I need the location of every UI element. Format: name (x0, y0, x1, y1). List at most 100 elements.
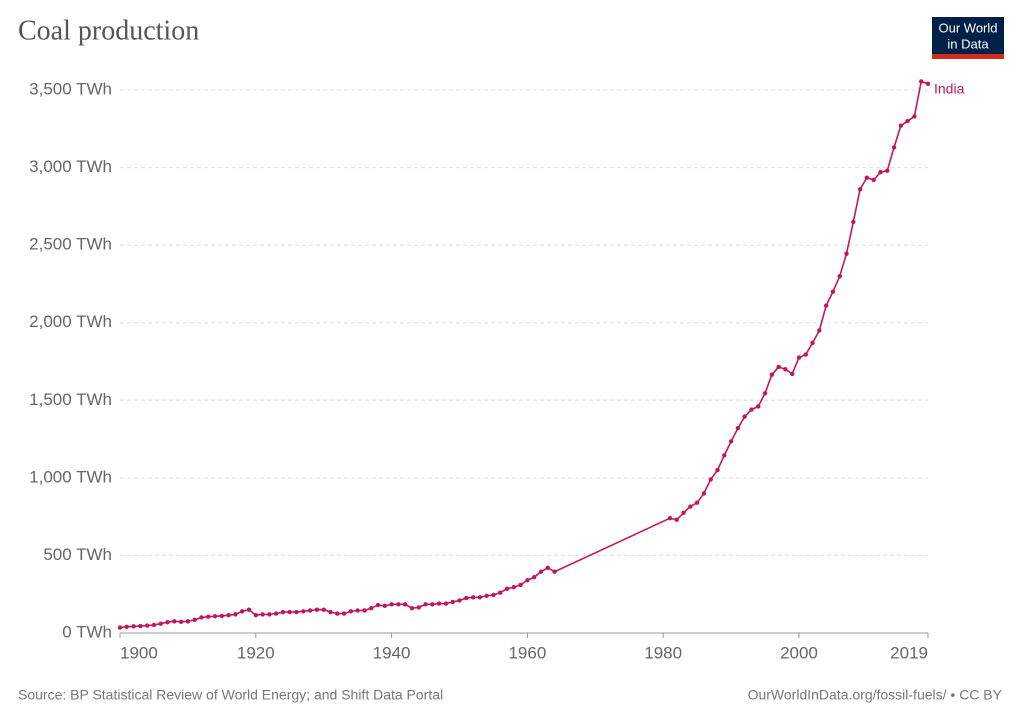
point (851, 219, 856, 225)
point (117, 625, 123, 630)
point (762, 391, 768, 396)
point (131, 624, 136, 629)
point (857, 187, 863, 192)
point (905, 118, 910, 124)
logo-text: in Data (947, 36, 989, 51)
point (219, 613, 225, 619)
point (212, 614, 218, 619)
point (756, 404, 761, 409)
point (864, 175, 870, 180)
point (470, 595, 476, 600)
point (790, 371, 795, 377)
y-tick-label: 1,000 TWh (29, 467, 112, 486)
point (919, 79, 924, 84)
point (925, 81, 931, 86)
point (674, 517, 679, 522)
point (844, 251, 849, 256)
point (545, 565, 550, 571)
point (552, 569, 557, 574)
x-tick-label: 2019 (890, 643, 928, 662)
x-tick-label: 1980 (644, 643, 682, 662)
point (477, 595, 483, 600)
point (144, 623, 150, 628)
point (912, 114, 917, 119)
point (402, 602, 408, 607)
point (708, 477, 713, 482)
credit: OurWorldInData.org/fossil-fuels/ • CC BY (748, 687, 1003, 703)
point (158, 621, 163, 626)
point (348, 609, 354, 614)
point (796, 355, 802, 360)
point (871, 177, 876, 183)
chart-title: Coal production (18, 15, 199, 46)
point (742, 414, 747, 419)
point (715, 467, 720, 473)
point (810, 340, 815, 346)
point (267, 612, 272, 617)
source: Source: BP Statistical Review of World E… (18, 687, 443, 703)
point (464, 595, 469, 601)
point (124, 624, 129, 629)
point (681, 510, 686, 515)
point (206, 614, 211, 619)
point (511, 585, 517, 590)
point (375, 602, 381, 608)
point (301, 609, 306, 614)
point (287, 609, 292, 615)
point (430, 602, 435, 607)
point (314, 607, 320, 612)
point (823, 303, 829, 308)
y-tick-label: 3,000 TWh (29, 157, 112, 176)
y-tick-label: 0 TWh (62, 622, 112, 641)
point (355, 608, 360, 613)
x-tick-label: 1900 (120, 643, 158, 662)
y-tick-label: 2,000 TWh (29, 312, 112, 331)
point (817, 328, 822, 333)
point (409, 605, 415, 611)
point (694, 500, 700, 505)
x-tick-label: 2000 (780, 643, 818, 662)
x-tick-label: 1920 (237, 643, 275, 662)
point (240, 609, 245, 614)
point (253, 612, 258, 618)
point (783, 367, 788, 372)
point (878, 170, 883, 175)
point (321, 607, 326, 612)
point (362, 608, 367, 613)
point (525, 578, 530, 583)
point (423, 602, 428, 607)
point (307, 608, 313, 613)
point (294, 609, 299, 615)
y-tick-label: 2,500 TWh (29, 235, 112, 254)
point (518, 582, 523, 588)
point (172, 619, 177, 624)
point (722, 453, 727, 458)
point (688, 504, 693, 509)
point (416, 605, 421, 610)
point (151, 622, 157, 628)
point (328, 609, 333, 615)
logo: Our World in Data (932, 17, 1004, 59)
point (436, 601, 442, 606)
point (701, 491, 707, 496)
x-tick-label: 1940 (373, 643, 411, 662)
point (389, 602, 394, 607)
point (450, 599, 455, 605)
point (280, 609, 286, 615)
point (749, 407, 754, 412)
point (531, 574, 537, 580)
point (233, 612, 238, 617)
point (341, 611, 347, 616)
point (226, 612, 231, 618)
point (803, 352, 808, 357)
point (273, 611, 279, 616)
point (728, 439, 734, 444)
point (178, 619, 184, 625)
y-tick-label: 3,500 TWh (29, 79, 112, 98)
point (667, 515, 673, 521)
point (891, 145, 897, 150)
point (443, 601, 449, 606)
point (735, 426, 741, 431)
point (491, 592, 496, 598)
